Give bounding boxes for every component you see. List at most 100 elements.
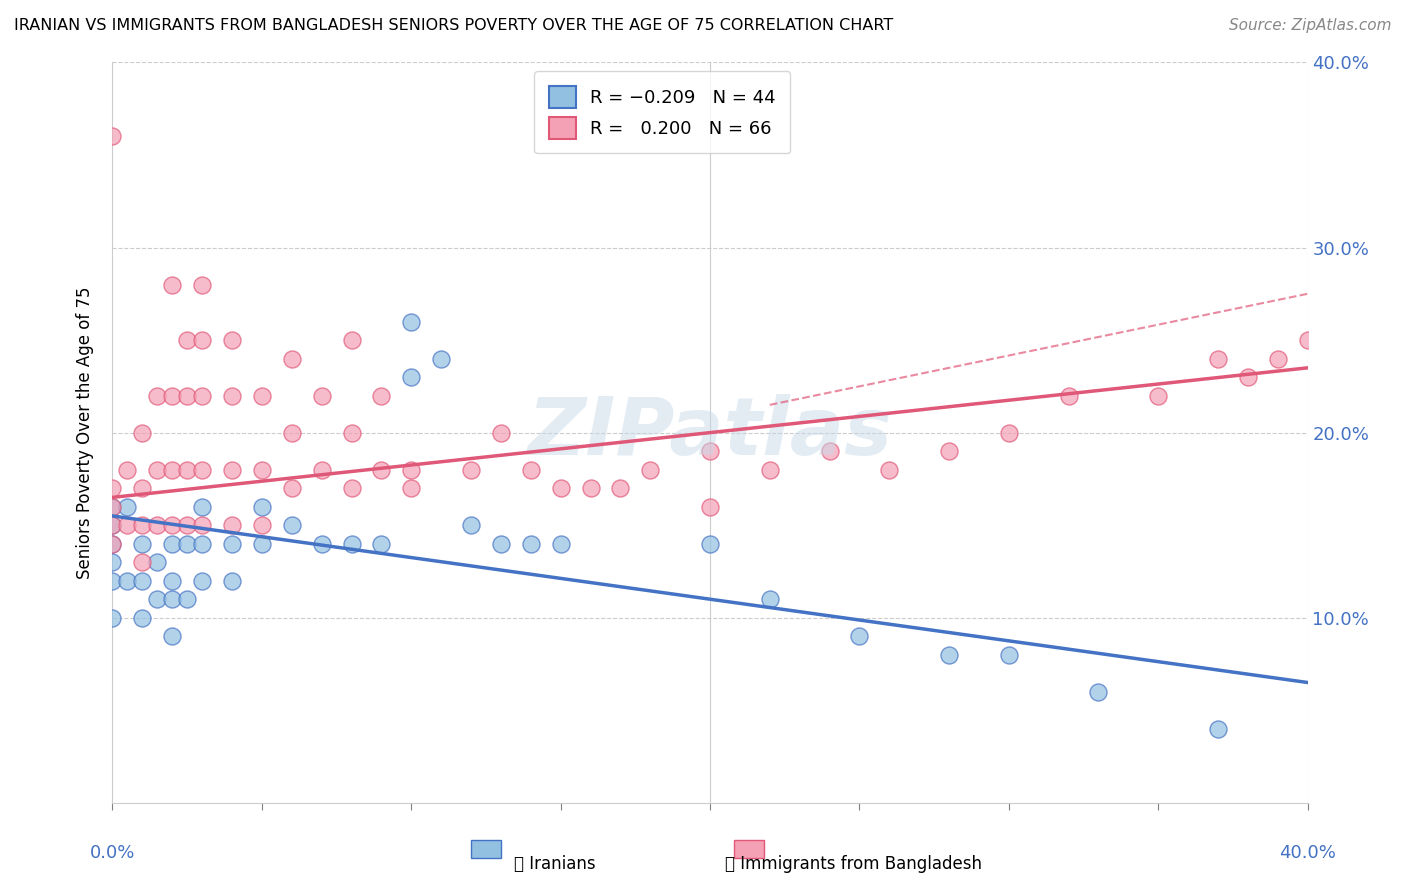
Point: [146, 462, 169, 476]
Point: [101, 481, 124, 495]
Point: [401, 462, 423, 476]
Point: [281, 518, 304, 533]
Point: [176, 462, 198, 476]
Point: [131, 481, 153, 495]
Point: [101, 500, 124, 514]
Point: [101, 574, 124, 588]
Point: [162, 574, 183, 588]
Point: [117, 462, 139, 476]
Point: [460, 462, 482, 476]
Point: [1206, 722, 1229, 736]
Point: [101, 536, 124, 550]
Point: [101, 518, 124, 533]
Point: [131, 555, 153, 569]
Point: [131, 536, 153, 550]
Point: [221, 574, 243, 588]
Point: [101, 518, 124, 533]
Point: [162, 462, 183, 476]
Point: [370, 462, 392, 476]
Point: [250, 388, 273, 402]
Point: [998, 648, 1021, 662]
Point: [938, 648, 960, 662]
Point: [460, 518, 482, 533]
Point: [998, 425, 1021, 440]
Point: [191, 277, 214, 292]
Point: [699, 536, 721, 550]
Point: [489, 536, 512, 550]
Point: [1147, 388, 1170, 402]
Point: [117, 574, 139, 588]
Text: 0.0%: 0.0%: [90, 844, 135, 862]
Point: [250, 500, 273, 514]
Point: [221, 462, 243, 476]
Point: [131, 610, 153, 624]
Point: [699, 444, 721, 458]
Point: [101, 555, 124, 569]
Point: [101, 129, 124, 144]
Point: [146, 518, 169, 533]
Point: [101, 536, 124, 550]
Point: [191, 574, 214, 588]
Point: [191, 388, 214, 402]
Point: [699, 500, 721, 514]
Point: [1267, 351, 1289, 366]
Point: [162, 388, 183, 402]
Point: [340, 481, 363, 495]
Point: [1296, 333, 1319, 347]
Point: [176, 388, 198, 402]
Point: [131, 574, 153, 588]
Point: [131, 425, 153, 440]
Legend: R = −0.209   N = 44, R =   0.200   N = 66: R = −0.209 N = 44, R = 0.200 N = 66: [534, 71, 790, 153]
Point: [221, 536, 243, 550]
Point: [848, 629, 870, 643]
Point: [489, 425, 512, 440]
Point: [191, 518, 214, 533]
Point: [176, 536, 198, 550]
Text: IRANIAN VS IMMIGRANTS FROM BANGLADESH SENIORS POVERTY OVER THE AGE OF 75 CORRELA: IRANIAN VS IMMIGRANTS FROM BANGLADESH SE…: [14, 18, 893, 33]
Point: [311, 536, 333, 550]
Point: [340, 536, 363, 550]
Point: [640, 462, 662, 476]
Point: [340, 333, 363, 347]
Point: [340, 425, 363, 440]
Bar: [734, 840, 763, 858]
Point: [759, 462, 782, 476]
Point: [609, 481, 631, 495]
Y-axis label: Seniors Poverty Over the Age of 75: Seniors Poverty Over the Age of 75: [76, 286, 94, 579]
Point: [221, 518, 243, 533]
Point: [1057, 388, 1080, 402]
Point: [176, 518, 198, 533]
Point: [401, 314, 423, 328]
Point: [938, 444, 960, 458]
Point: [176, 592, 198, 607]
Point: [162, 518, 183, 533]
Point: [162, 629, 183, 643]
Point: [759, 592, 782, 607]
Point: [1237, 370, 1260, 384]
Point: [146, 388, 169, 402]
Point: [818, 444, 841, 458]
Point: [162, 592, 183, 607]
Bar: [471, 840, 501, 858]
Text: ⬜ Immigrants from Bangladesh: ⬜ Immigrants from Bangladesh: [725, 855, 981, 872]
Point: [401, 370, 423, 384]
Point: [401, 481, 423, 495]
Point: [101, 500, 124, 514]
Text: 40.0%: 40.0%: [1279, 844, 1336, 862]
Point: [370, 388, 392, 402]
Point: [162, 536, 183, 550]
Point: [311, 388, 333, 402]
Point: [370, 536, 392, 550]
Point: [250, 518, 273, 533]
Point: [162, 277, 183, 292]
Point: [117, 500, 139, 514]
Point: [250, 536, 273, 550]
Point: [221, 388, 243, 402]
Point: [281, 425, 304, 440]
Point: [117, 518, 139, 533]
Point: [520, 536, 543, 550]
Point: [879, 462, 901, 476]
Point: [221, 333, 243, 347]
Point: [191, 462, 214, 476]
Point: [250, 462, 273, 476]
